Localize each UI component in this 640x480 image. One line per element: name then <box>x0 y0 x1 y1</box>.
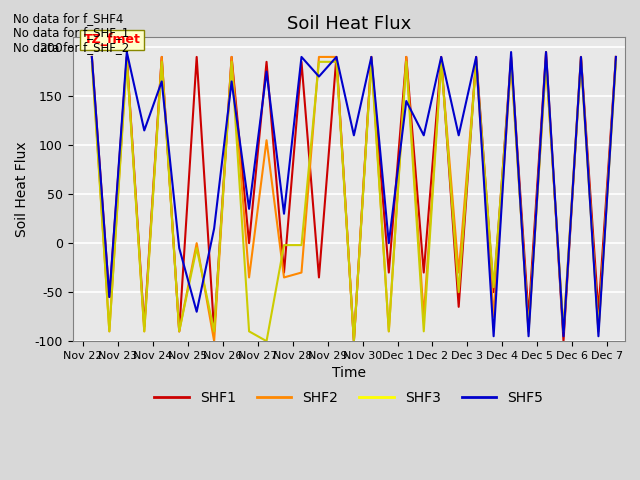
Y-axis label: Soil Heat Flux: Soil Heat Flux <box>15 142 29 237</box>
Text: No data for f_SHF4: No data for f_SHF4 <box>13 12 123 25</box>
Legend: SHF1, SHF2, SHF3, SHF5: SHF1, SHF2, SHF3, SHF5 <box>148 385 549 410</box>
X-axis label: Time: Time <box>332 366 365 381</box>
Text: No data for f_SHF_1: No data for f_SHF_1 <box>13 26 129 39</box>
Text: TZ_fmet: TZ_fmet <box>84 34 141 47</box>
Title: Soil Heat Flux: Soil Heat Flux <box>287 15 411 33</box>
Text: No data for f_SHF_2: No data for f_SHF_2 <box>13 41 129 54</box>
